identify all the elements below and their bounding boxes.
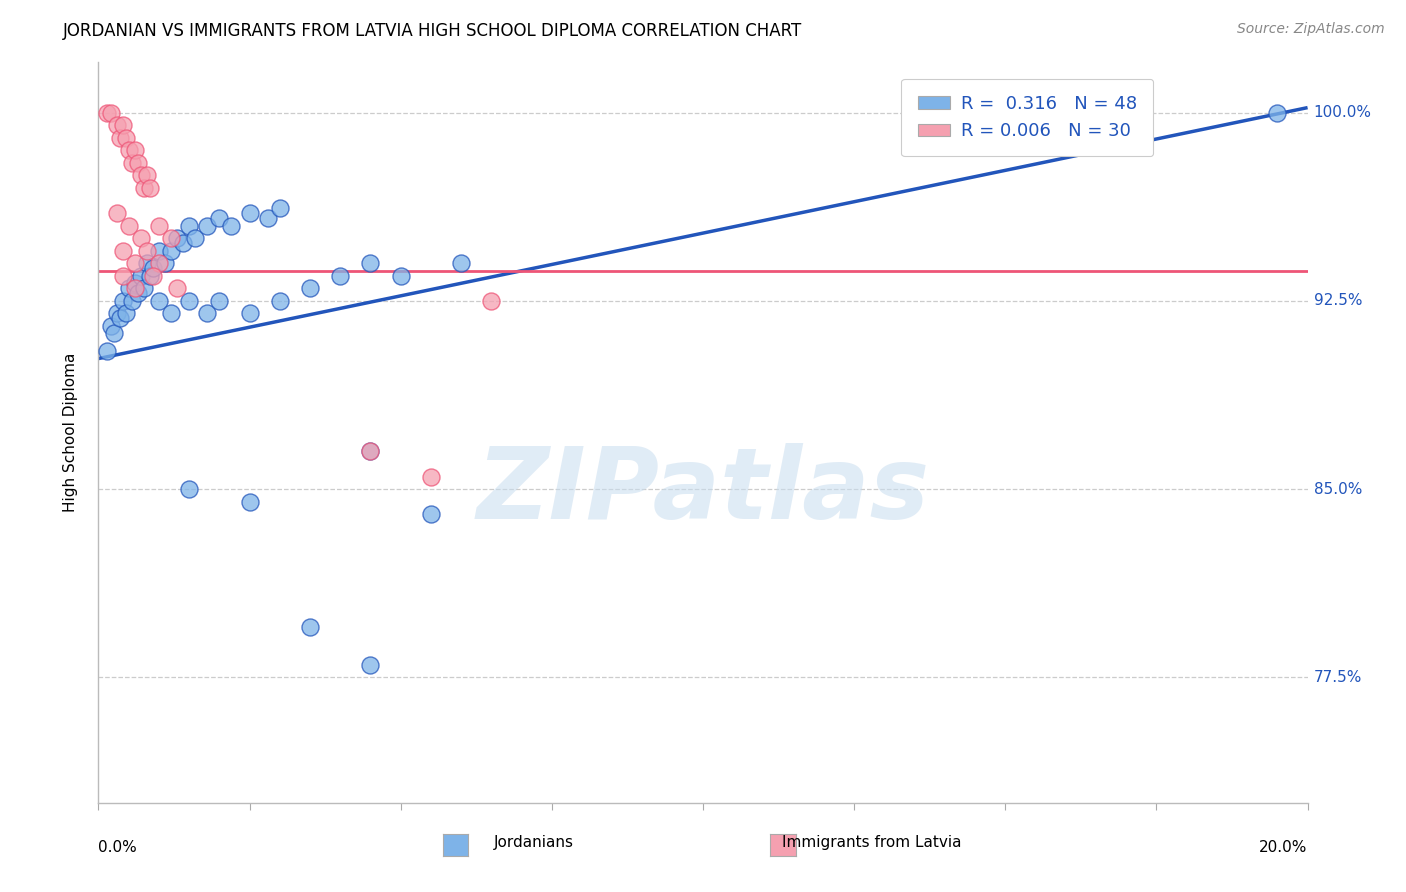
Point bbox=[166, 231, 188, 245]
Point bbox=[111, 118, 134, 132]
Point bbox=[105, 206, 128, 220]
Point bbox=[139, 181, 162, 195]
Point bbox=[299, 281, 322, 295]
Point bbox=[111, 293, 134, 308]
Point bbox=[139, 268, 162, 283]
Point bbox=[129, 268, 152, 283]
Text: 20.0%: 20.0% bbox=[1260, 840, 1308, 855]
Text: 85.0%: 85.0% bbox=[1313, 482, 1362, 497]
Point bbox=[135, 169, 157, 183]
Point bbox=[153, 256, 176, 270]
Text: Jordanians: Jordanians bbox=[495, 836, 574, 850]
Point bbox=[129, 231, 152, 245]
Point bbox=[239, 306, 262, 320]
Point bbox=[179, 293, 201, 308]
Point bbox=[124, 256, 146, 270]
Point bbox=[360, 444, 382, 458]
Point bbox=[132, 281, 155, 295]
Point bbox=[329, 268, 352, 283]
Point bbox=[299, 620, 322, 634]
Point bbox=[148, 219, 170, 233]
Point bbox=[142, 268, 165, 283]
Point bbox=[179, 219, 201, 233]
Point bbox=[100, 318, 122, 333]
Point bbox=[103, 326, 125, 341]
Text: JORDANIAN VS IMMIGRANTS FROM LATVIA HIGH SCHOOL DIPLOMA CORRELATION CHART: JORDANIAN VS IMMIGRANTS FROM LATVIA HIGH… bbox=[63, 22, 803, 40]
Point bbox=[132, 181, 155, 195]
Point bbox=[239, 494, 262, 508]
Point bbox=[114, 130, 136, 145]
Point bbox=[124, 281, 146, 295]
Point bbox=[105, 306, 128, 320]
Point bbox=[124, 143, 146, 157]
Point bbox=[221, 219, 243, 233]
Point bbox=[1267, 105, 1289, 120]
Point bbox=[124, 277, 146, 291]
Point bbox=[118, 219, 141, 233]
Point bbox=[360, 657, 382, 672]
Point bbox=[160, 244, 183, 258]
Point bbox=[160, 231, 183, 245]
Point bbox=[108, 311, 131, 326]
Text: 92.5%: 92.5% bbox=[1313, 293, 1362, 309]
Text: 77.5%: 77.5% bbox=[1313, 670, 1362, 685]
Point bbox=[148, 244, 170, 258]
Point bbox=[111, 268, 134, 283]
Point bbox=[269, 201, 291, 215]
Point bbox=[121, 156, 143, 170]
Point bbox=[208, 211, 231, 225]
Legend: R =  0.316   N = 48, R = 0.006   N = 30: R = 0.316 N = 48, R = 0.006 N = 30 bbox=[901, 78, 1153, 156]
Point bbox=[114, 306, 136, 320]
Point bbox=[118, 143, 141, 157]
Text: Immigrants from Latvia: Immigrants from Latvia bbox=[782, 836, 962, 850]
Point bbox=[256, 211, 278, 225]
Text: ZIPatlas: ZIPatlas bbox=[477, 443, 929, 541]
Point bbox=[118, 281, 141, 295]
Point bbox=[129, 169, 152, 183]
Y-axis label: High School Diploma: High School Diploma bbox=[63, 353, 77, 512]
Text: 100.0%: 100.0% bbox=[1313, 105, 1372, 120]
Point bbox=[420, 469, 443, 483]
Point bbox=[96, 105, 118, 120]
Point bbox=[135, 256, 157, 270]
Point bbox=[360, 444, 382, 458]
Point bbox=[360, 256, 382, 270]
Point bbox=[450, 256, 472, 270]
Text: Source: ZipAtlas.com: Source: ZipAtlas.com bbox=[1237, 22, 1385, 37]
Point bbox=[179, 482, 201, 496]
Point bbox=[148, 256, 170, 270]
Point bbox=[166, 281, 188, 295]
Point bbox=[111, 244, 134, 258]
Point bbox=[108, 130, 131, 145]
Point bbox=[172, 236, 194, 251]
Point bbox=[148, 293, 170, 308]
Point bbox=[481, 293, 503, 308]
Point bbox=[96, 344, 118, 359]
Point bbox=[127, 156, 149, 170]
Point bbox=[105, 118, 128, 132]
Point bbox=[195, 219, 218, 233]
Point bbox=[195, 306, 218, 320]
Point bbox=[389, 268, 412, 283]
Point bbox=[160, 306, 183, 320]
Text: 0.0%: 0.0% bbox=[98, 840, 138, 855]
Point bbox=[135, 244, 157, 258]
Point bbox=[239, 206, 262, 220]
Point bbox=[420, 507, 443, 521]
Point bbox=[127, 286, 149, 301]
Point bbox=[269, 293, 291, 308]
Point bbox=[121, 293, 143, 308]
Point bbox=[100, 105, 122, 120]
Point bbox=[184, 231, 207, 245]
Point bbox=[142, 261, 165, 276]
Point bbox=[208, 293, 231, 308]
